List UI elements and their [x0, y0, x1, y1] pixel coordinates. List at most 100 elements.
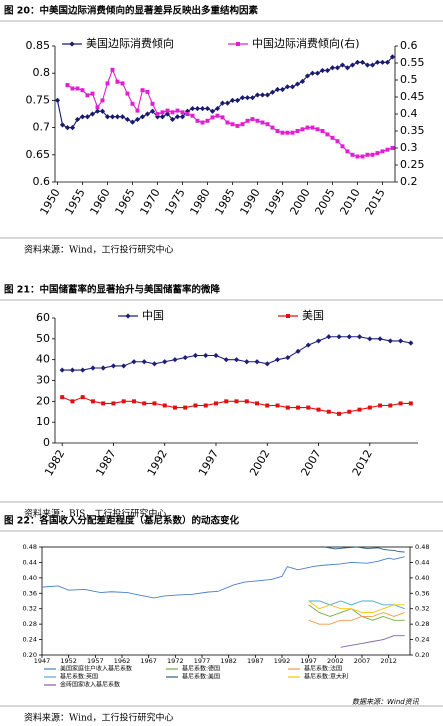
legend-label: 基尼系数:意大利 [304, 673, 348, 681]
marker [183, 405, 188, 410]
marker [365, 152, 370, 157]
marker [100, 365, 106, 371]
marker [175, 108, 180, 113]
marker [219, 100, 226, 106]
marker [101, 401, 106, 406]
y-tick-label: 0.24 [23, 636, 37, 644]
marker [408, 340, 414, 346]
marker [200, 120, 205, 125]
marker [289, 84, 296, 90]
marker [203, 403, 208, 408]
y2-tick-label: 0.44 [415, 558, 429, 566]
marker [210, 115, 215, 120]
marker [131, 399, 136, 404]
marker [334, 65, 341, 71]
figure-title: 图 22：各国收入分配差距程度（基尼系数）的动态变化 [4, 515, 240, 527]
y2-tick-label: 0.28 [415, 620, 429, 628]
marker [345, 149, 350, 154]
series-line [308, 600, 405, 614]
marker [84, 114, 91, 120]
marker [374, 59, 381, 65]
marker [142, 401, 147, 406]
x-tick-label: 1962 [114, 657, 131, 665]
marker [109, 114, 116, 120]
marker [229, 97, 236, 103]
marker [250, 117, 255, 122]
marker [379, 59, 386, 65]
marker [325, 132, 330, 137]
y-tick-label: 0.75 [26, 93, 51, 106]
marker [299, 78, 306, 84]
y2-tick-label: 0.24 [415, 636, 429, 644]
marker [324, 67, 331, 74]
marker [367, 405, 372, 410]
x-tick-label: 2015 [362, 187, 387, 218]
marker [199, 105, 206, 112]
marker [124, 116, 131, 123]
marker [134, 116, 141, 123]
marker [69, 125, 76, 131]
y2-tick-label: 0.3 [400, 141, 418, 154]
marker [155, 112, 160, 116]
marker [387, 338, 393, 344]
marker [162, 359, 168, 365]
marker [182, 354, 188, 361]
marker [384, 59, 391, 65]
marker [95, 105, 100, 110]
y2-tick-label: 0.55 [400, 56, 425, 69]
marker [204, 105, 211, 112]
y2-tick-label: 0.6 [400, 39, 418, 52]
marker [326, 409, 331, 414]
marker [213, 401, 218, 406]
marker [360, 154, 365, 159]
y-tick-label: 0.40 [23, 574, 37, 582]
marker [74, 116, 81, 123]
x-tick-label: 1947 [34, 657, 51, 665]
x-tick-label: 1997 [196, 448, 221, 479]
marker [296, 405, 301, 410]
marker [305, 342, 311, 348]
series-line [308, 604, 405, 621]
y-tick-label: 0.28 [23, 620, 37, 628]
y-tick-label: 0.85 [26, 39, 51, 52]
y-tick-label: 0.65 [26, 148, 51, 161]
marker [214, 105, 221, 112]
marker [260, 120, 265, 125]
y-tick-label: 0.6 [33, 175, 51, 188]
marker [300, 127, 305, 132]
marker [275, 403, 280, 408]
y-tick-label: 0.7 [33, 121, 51, 134]
legend-label: 中国边际消费倾向(右) [252, 36, 360, 50]
y-tick-label: 0.20 [23, 651, 37, 659]
marker [388, 403, 393, 408]
y2-tick-label: 0.36 [415, 589, 429, 597]
marker [314, 70, 321, 76]
marker [131, 359, 137, 365]
y2-tick-label: 0.40 [415, 574, 429, 582]
marker [390, 146, 395, 150]
marker [125, 91, 130, 96]
marker [80, 88, 85, 93]
marker [85, 93, 90, 98]
figure-title: 图 20：中美国边际消费倾向的显著差异反映出多重结构因素 [4, 5, 259, 17]
marker [285, 405, 290, 410]
marker [339, 62, 346, 68]
marker [255, 118, 260, 123]
marker [70, 86, 75, 91]
source-note: 资料来源：Wind，工行投行研究中心 [24, 712, 174, 724]
marker [315, 338, 322, 344]
marker [223, 357, 229, 363]
marker [189, 105, 196, 112]
x-tick-label: 1970 [137, 187, 162, 218]
marker [179, 114, 186, 120]
x-tick-label: 1975 [162, 187, 187, 218]
marker [377, 336, 383, 342]
marker [135, 108, 140, 113]
marker [170, 110, 175, 115]
marker [224, 100, 231, 106]
marker [220, 115, 225, 120]
y2-tick-label: 0.35 [400, 124, 425, 137]
marker [165, 108, 170, 113]
marker [151, 361, 158, 367]
marker [239, 95, 246, 101]
